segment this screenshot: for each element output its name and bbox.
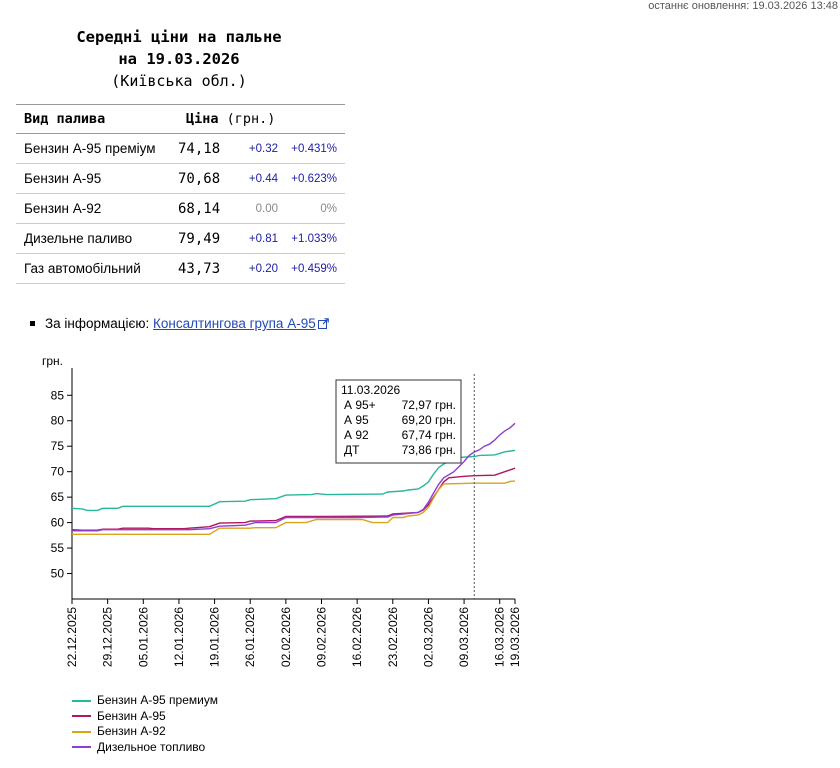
- fuel-name-cell: Бензин А-92: [16, 193, 178, 224]
- x-tick-label: 09.03.2026: [457, 607, 471, 667]
- legend-item-diesel[interactable]: Дизельное топливо: [72, 740, 218, 756]
- column-header-fuel: Вид палива: [16, 104, 178, 134]
- y-tick-label: 50: [51, 567, 65, 581]
- tooltip-value: 72,97 грн.: [402, 398, 456, 412]
- fuel-name-cell: Газ автомобільний: [16, 253, 178, 284]
- y-tick-label: 65: [51, 490, 65, 504]
- price-cell: 79,49: [178, 223, 234, 254]
- y-tick-label: 60: [51, 516, 65, 530]
- legend-label: Дизельное топливо: [97, 739, 206, 754]
- table-row: Газ автомобільний 43,73 +0.20 +0.459%: [16, 253, 345, 284]
- x-tick-label: 12.01.2026: [172, 607, 186, 667]
- price-cell: 43,73: [178, 253, 234, 284]
- external-link-icon[interactable]: [317, 317, 329, 332]
- table-row: Бензин А-95 70,68 +0.44 +0.623%: [16, 163, 345, 194]
- table-row: Бензин А-95 преміум 74,18 +0.32 +0.431%: [16, 133, 345, 164]
- chart-legend: Бензин А-95 премиум Бензин А-95 Бензин А-9…: [72, 693, 218, 755]
- title-line-1: Середні ціни на пальне: [76, 28, 282, 46]
- y-tick-label: 55: [51, 541, 65, 555]
- change-pct-cell: 0%: [282, 193, 345, 224]
- fuel-name-cell: Бензин А-95 преміум: [16, 133, 178, 164]
- x-tick-label: 19.01.2026: [208, 607, 222, 667]
- change-pct-cell: +0.623%: [282, 163, 345, 194]
- change-abs-cell: +0.32: [234, 133, 282, 164]
- legend-item-a95[interactable]: Бензин А-95: [72, 709, 218, 725]
- legend-item-a92[interactable]: Бензин А-92: [72, 724, 218, 740]
- tooltip-label: А 95: [344, 413, 369, 427]
- tooltip-box: [335, 379, 462, 464]
- fuel-name-cell: Дизельне паливо: [16, 223, 178, 254]
- change-pct-cell: +1.033%: [282, 223, 345, 254]
- change-abs-cell: +0.20: [234, 253, 282, 284]
- x-tick-label: 02.02.2026: [279, 607, 293, 667]
- series-line-a95[interactable]: [71, 467, 516, 531]
- page-title: Середні ціни на пальне на 19.03.2026 (Ки…: [14, 26, 344, 92]
- legend-swatch: [72, 715, 91, 718]
- fuel-name-cell: Бензин А-95: [16, 163, 178, 194]
- legend-swatch: [72, 699, 91, 702]
- bullet-icon: [30, 320, 35, 326]
- price-label: Ціна: [186, 111, 219, 127]
- x-tick-label: 26.01.2026: [243, 607, 257, 667]
- source-label: За інформацією:: [45, 316, 154, 331]
- legend-swatch: [72, 730, 91, 733]
- price-cell: 68,14: [178, 193, 234, 224]
- column-header-price: Ціна (грн.): [178, 104, 345, 134]
- change-abs-cell: +0.44: [234, 163, 282, 194]
- fuel-price-table: Вид палива Ціна (грн.) Бензин А-95 премі…: [16, 104, 345, 284]
- x-tick-label: 19.03.2026: [508, 607, 522, 667]
- price-chart[interactable]: грн. 50 55 60 65 70 75 80 85 22.12.2025 29.12.2025…: [30, 350, 530, 690]
- series-line-diesel[interactable]: [72, 422, 516, 532]
- tooltip-label: ДТ: [344, 443, 360, 457]
- title-line-2: на 19.03.2026: [118, 50, 240, 68]
- y-axis-label: грн.: [42, 354, 63, 368]
- x-tick-label: 05.01.2026: [136, 607, 150, 667]
- tooltip-value: 69,20 грн.: [402, 413, 456, 427]
- y-tick-label: 85: [51, 388, 65, 402]
- x-tick-label: 29.12.2025: [101, 607, 115, 667]
- tooltip-value: 67,74 грн.: [402, 428, 456, 442]
- tooltip-date: 11.03.2026: [341, 383, 400, 397]
- legend-swatch: [72, 746, 91, 749]
- x-tick-label: 22.12.2025: [65, 607, 79, 667]
- x-tick-label: 02.03.2026: [421, 607, 435, 667]
- change-pct-cell: +0.431%: [282, 133, 345, 164]
- price-cell: 74,18: [178, 133, 234, 164]
- change-abs-cell: +0.81: [234, 223, 282, 254]
- legend-label: Бензин А-92: [97, 724, 166, 738]
- y-tick-label: 80: [51, 414, 65, 428]
- table-header-row: Вид палива Ціна (грн.): [16, 104, 345, 134]
- y-tick-label: 70: [51, 465, 65, 479]
- table-row: Дизельне паливо 79,49 +0.81 +1.033%: [16, 223, 345, 254]
- tooltip-value: 73,86 грн.: [402, 443, 456, 457]
- change-pct-cell: +0.459%: [282, 253, 345, 284]
- legend-item-premium[interactable]: Бензин А-95 премиум: [72, 693, 218, 709]
- tooltip-label: А 95+: [344, 398, 376, 412]
- x-tick-label: 16.02.2026: [350, 607, 364, 667]
- price-cell: 70,68: [178, 163, 234, 194]
- title-region: (Київська обл.): [111, 72, 247, 90]
- legend-label: Бензин А-95 премиум: [97, 693, 218, 707]
- series-line-a92[interactable]: [72, 480, 516, 535]
- source-link[interactable]: Консалтингова група А-95: [153, 316, 316, 331]
- table-row: Бензин А-92 68,14 0.00 0%: [16, 193, 345, 224]
- y-tick-label: 75: [51, 439, 65, 453]
- x-tick-label: 23.02.2026: [386, 607, 400, 667]
- legend-label: Бензин А-95: [97, 708, 166, 723]
- change-abs-cell: 0.00: [234, 193, 282, 224]
- source-line: За інформацією: Консалтингова група А-95: [30, 316, 329, 332]
- x-tick-label: 09.02.2026: [315, 607, 329, 667]
- x-tick-label: 16.03.2026: [493, 607, 507, 667]
- price-unit: (грн.): [226, 111, 276, 127]
- last-update-text: останнє оновлення: 19.03.2026 13:48: [648, 0, 838, 12]
- tooltip-label: А 92: [344, 428, 369, 442]
